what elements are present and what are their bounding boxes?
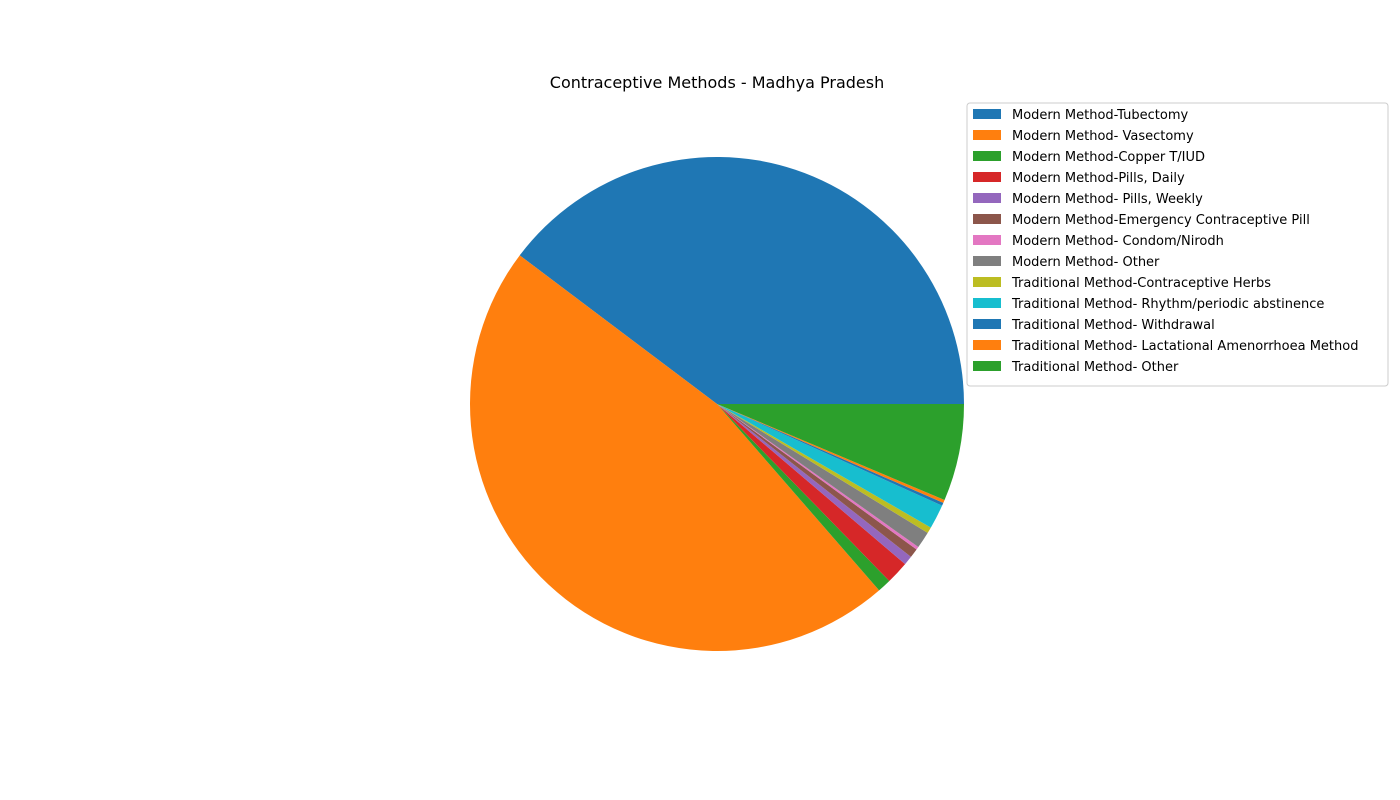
legend-swatch bbox=[973, 298, 1001, 308]
pie-slice-1 bbox=[519, 157, 964, 404]
legend-item: Traditional Method- Other bbox=[973, 360, 1179, 375]
legend-item: Modern Method-Copper T/IUD bbox=[973, 150, 1205, 165]
pie-slice-13 bbox=[717, 404, 964, 501]
legend-item: Traditional Method- Lactational Amenorrh… bbox=[973, 339, 1358, 354]
legend-label: Traditional Method- Other bbox=[1011, 360, 1179, 375]
chart-legend: Modern Method-Tubectomy Modern Method- Va… bbox=[966, 102, 1389, 387]
pie-slice-3 bbox=[717, 404, 890, 591]
chart-title: Contraceptive Methods - Madhya Pradesh bbox=[550, 73, 884, 92]
pie-slice-6 bbox=[717, 404, 917, 557]
legend-swatch bbox=[973, 361, 1001, 371]
legend-swatch bbox=[973, 151, 1001, 161]
legend-swatch bbox=[973, 277, 1001, 287]
legend-item: Modern Method- Vasectomy bbox=[973, 129, 1194, 144]
legend-label: Traditional Method- Lactational Amenorrh… bbox=[1011, 339, 1358, 354]
pie-slices bbox=[470, 157, 964, 651]
legend-label: Traditional Method-Contraceptive Herbs bbox=[1011, 276, 1271, 291]
legend-label: Modern Method-Pills, Daily bbox=[1012, 171, 1185, 186]
legend-label: Traditional Method- Rhythm/periodic abst… bbox=[1011, 297, 1324, 312]
legend-item: Modern Method-Tubectomy bbox=[973, 108, 1188, 123]
legend-label: Modern Method- Vasectomy bbox=[1012, 129, 1194, 144]
legend-label: Modern Method-Copper T/IUD bbox=[1012, 150, 1205, 165]
pie-slice-10 bbox=[717, 404, 943, 528]
legend-frame bbox=[966, 102, 1389, 387]
legend-label: Modern Method-Emergency Contraceptive Pi… bbox=[1012, 213, 1310, 228]
pie-slice-12 bbox=[717, 404, 945, 503]
legend-item: Modern Method-Emergency Contraceptive Pi… bbox=[973, 213, 1310, 228]
pie-slice-5 bbox=[717, 404, 911, 565]
legend-swatch bbox=[973, 340, 1001, 350]
legend-item: Traditional Method-Contraceptive Herbs bbox=[973, 276, 1271, 291]
legend-item: Traditional Method- Withdrawal bbox=[973, 318, 1215, 333]
legend-swatch bbox=[973, 193, 1001, 203]
legend-swatch bbox=[973, 214, 1001, 224]
legend-item: Modern Method- Other bbox=[973, 255, 1160, 270]
legend-label: Modern Method-Tubectomy bbox=[1012, 108, 1188, 123]
pie-slice-9 bbox=[717, 404, 931, 533]
legend-label: Modern Method- Condom/Nirodh bbox=[1012, 234, 1224, 249]
legend-swatch bbox=[973, 256, 1001, 266]
legend-swatch bbox=[973, 319, 1001, 329]
legend-label: Modern Method- Pills, Weekly bbox=[1012, 192, 1203, 207]
pie-slice-11 bbox=[717, 404, 944, 506]
pie-slice-7 bbox=[717, 404, 919, 550]
pie-slice-2 bbox=[470, 255, 880, 651]
legend-item: Modern Method-Pills, Daily bbox=[973, 171, 1185, 186]
legend-item: Modern Method- Condom/Nirodh bbox=[973, 234, 1224, 249]
legend-item: Traditional Method- Rhythm/periodic abst… bbox=[973, 297, 1324, 312]
pie-slice-4 bbox=[717, 404, 906, 581]
legend-label: Modern Method- Other bbox=[1012, 255, 1160, 270]
legend-item: Modern Method- Pills, Weekly bbox=[973, 192, 1203, 207]
legend-swatch bbox=[973, 235, 1001, 245]
legend-swatch bbox=[973, 130, 1001, 140]
legend-swatch bbox=[973, 172, 1001, 182]
legend-swatch bbox=[973, 109, 1001, 119]
pie-slice-8 bbox=[717, 404, 928, 548]
legend-label: Traditional Method- Withdrawal bbox=[1011, 318, 1215, 333]
